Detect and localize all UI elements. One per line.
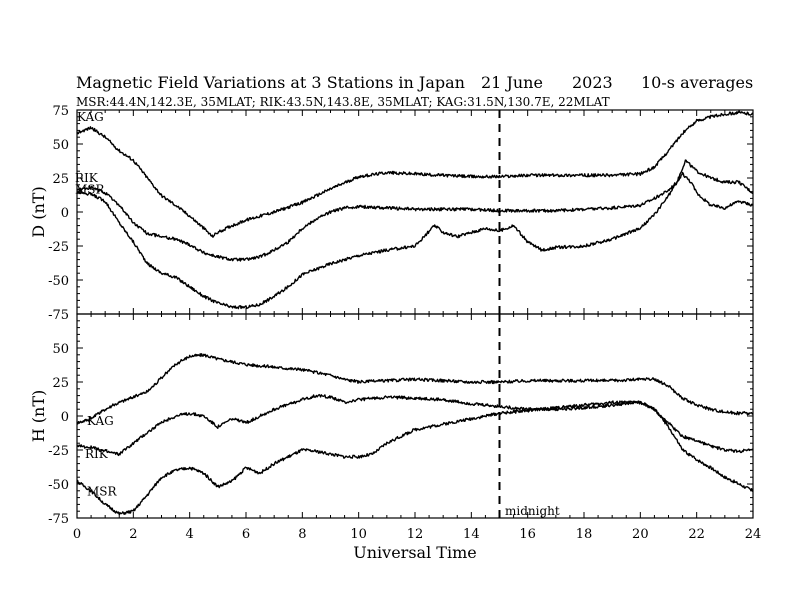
magnetometer-figure: Magnetic Field Variations at 3 Stations … (0, 0, 792, 612)
x-tick-label: 6 (242, 527, 250, 542)
series-line-rik (77, 395, 753, 456)
x-tick-label: 24 (745, 527, 762, 542)
y-tick-label: 25 (52, 376, 69, 391)
x-tick-label: 16 (519, 527, 536, 542)
chart-title: Magnetic Field Variations at 3 Stations … (76, 73, 465, 92)
y-tick-label: 0 (61, 206, 69, 221)
series-label-msr: MSR (75, 183, 106, 197)
x-tick-label: 18 (576, 527, 593, 542)
midnight-label: midnight (505, 504, 560, 518)
d-panel-frame (77, 110, 753, 314)
chart-year: 2023 (572, 73, 613, 92)
x-tick-label: 12 (407, 527, 424, 542)
y-tick-label: -50 (48, 478, 69, 493)
x-tick-label: 20 (632, 527, 649, 542)
chart-date: 21 June (481, 73, 543, 92)
station-coordinates: MSR:44.4N,142.3E, 35MLAT; RIK:43.5N,143.… (76, 95, 610, 109)
x-tick-label: 8 (298, 527, 306, 542)
y-tick-label: 75 (52, 104, 69, 119)
y-tick-label: 50 (52, 138, 69, 153)
y-tick-label: -75 (48, 512, 69, 527)
h-axis-label: H (nT) (29, 390, 48, 443)
x-tick-label: 14 (463, 527, 480, 542)
x-tick-label: 4 (186, 527, 194, 542)
series-label-kag: KAG (77, 110, 104, 124)
x-tick-label: 2 (129, 527, 137, 542)
chart-averaging: 10-s averages (641, 73, 753, 92)
y-tick-label: 50 (52, 342, 69, 357)
x-tick-label: 0 (73, 527, 81, 542)
x-tick-label: 22 (688, 527, 705, 542)
x-tick-label: 10 (350, 527, 367, 542)
series-label-kag: KAG (87, 414, 114, 428)
d-axis-label: D (nT) (29, 186, 48, 237)
series-line-kag (77, 111, 753, 237)
y-tick-label: 25 (52, 172, 69, 187)
y-tick-label: 0 (61, 410, 69, 425)
series-label-msr: MSR (87, 484, 118, 498)
y-tick-label: -25 (48, 240, 69, 255)
series-label-rik: RIK (85, 447, 109, 461)
y-tick-label: -75 (48, 308, 69, 323)
x-axis-label: Universal Time (353, 543, 476, 562)
y-tick-label: -50 (48, 274, 69, 289)
series-line-kag (77, 354, 753, 424)
y-tick-label: -25 (48, 444, 69, 459)
series-line-msr (77, 401, 753, 515)
